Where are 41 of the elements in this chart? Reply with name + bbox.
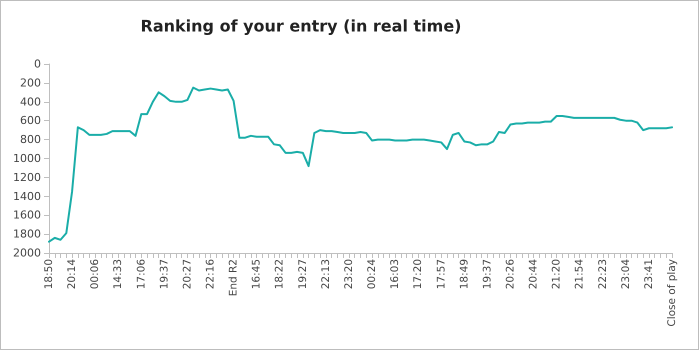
x-tick-label: 17:06 [135,258,148,290]
x-tick-label: 17:20 [412,259,424,290]
x-tick-label: 21:20 [550,259,563,290]
x-tick-label: 17:57 [435,259,448,290]
x-tick-label: 22:23 [596,259,609,290]
y-tick-label: 2000 [13,246,41,260]
x-tick-label: 19:27 [296,259,309,290]
x-tick-label: 22:16 [204,258,217,290]
y-tick-label: 200 [20,76,41,90]
x-tick-label: 19:37 [158,259,170,290]
x-tick-label: 20:14 [66,258,78,290]
chart-title: Ranking of your entry (in real time) [140,16,462,36]
x-tick-label: 20:44 [528,258,540,290]
x-tick-label: 18:50 [43,259,55,290]
y-tick-label: 1200 [13,170,41,184]
y-tick-label: 1000 [13,152,41,165]
x-tick-label: 00:24 [366,258,378,290]
x-tick-label: 23:20 [342,259,355,290]
x-tick-label: 23:41 [642,259,655,290]
x-tick-label: 20:27 [181,259,194,290]
y-tick-label: 400 [20,95,41,108]
line-series [48,86,673,243]
x-tick-label: 19:37 [481,259,494,290]
x-tick-label: 00:06 [89,258,102,290]
y-tick-label: 800 [20,133,41,146]
x-tick-label: 16:03 [389,259,402,290]
x-tick-label: 21:54 [574,258,586,290]
y-tick-label: 0 [34,58,41,70]
x-tick-label: End R2 [228,259,240,296]
y-tick-label: 1600 [13,208,41,222]
x-tick-label: 23:04 [620,258,632,290]
x-tick-label: 18:49 [458,259,470,290]
x-tick-label: Close of play [666,259,678,327]
y-tick-label: 1400 [13,190,41,203]
x-tick-label: 22:13 [320,259,332,290]
x-tick-label: 16:45 [250,259,263,290]
x-tick-label: 20:26 [504,258,516,290]
x-tick-label: 18:22 [274,259,286,290]
y-tick-label: 1800 [13,228,41,241]
y-tick-label: 600 [20,114,41,128]
x-tick-label: 14:33 [112,259,124,290]
